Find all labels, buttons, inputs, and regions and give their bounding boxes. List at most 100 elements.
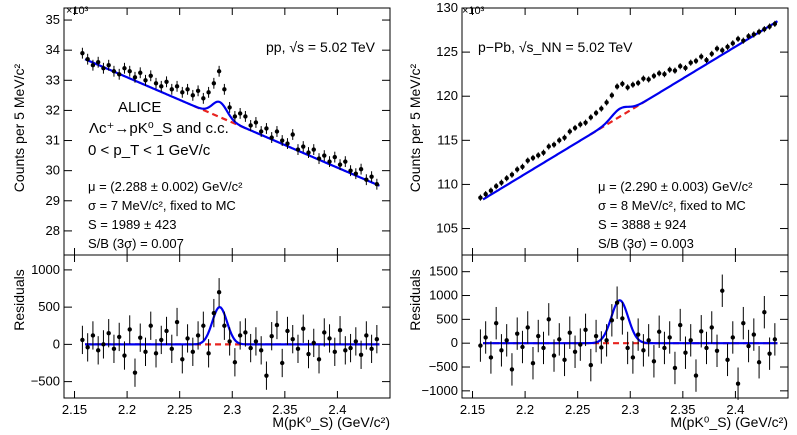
- pPb-residuals-data-point: [678, 322, 683, 328]
- pPb-top-data-point: [651, 73, 657, 79]
- pPb-residuals-data-point: [714, 348, 720, 354]
- pPb-x-axis-label: M(pK⁰_S) (GeV/c²): [670, 414, 788, 430]
- pPb-residuals-data-point: [588, 362, 594, 368]
- pp-top-data-point: [311, 147, 316, 152]
- pp-sigma: σ = 7 MeV/c², fixed to MC: [88, 198, 236, 213]
- pp-top-data-point: [164, 79, 169, 84]
- pp-residuals-x-tick-label: 2.3: [223, 402, 241, 417]
- pPb-top-total-fit: [482, 20, 779, 201]
- pp-residuals-data-point: [348, 345, 353, 351]
- pPb-residuals-data-point: [530, 361, 536, 366]
- pPb-residuals-x-tick-label: 2.15: [460, 402, 485, 417]
- pp-residuals-x-tick-label: 2.15: [62, 402, 87, 417]
- pp-residuals-data-point: [206, 351, 211, 356]
- pp-top-data-point: [201, 96, 206, 101]
- pPb-sb: S/B (3σ) = 0.003: [598, 236, 694, 251]
- pPb-top-data-point: [625, 85, 630, 90]
- pp-residuals-data-point: [80, 337, 85, 343]
- pPb-residuals-data-point: [562, 357, 567, 363]
- pp-residuals-data-point: [127, 327, 132, 332]
- pPb-residuals-data-point: [725, 357, 730, 363]
- pp-residuals-data-point: [353, 339, 359, 344]
- pPb-top-data-point: [756, 29, 762, 35]
- pp-residuals-data-point: [122, 353, 127, 358]
- pPb-residuals-data-point: [688, 338, 693, 343]
- pp-residuals-data-point: [159, 337, 164, 343]
- pPb-residuals-data-point: [693, 373, 699, 378]
- pPb-top-data-point: [678, 64, 683, 69]
- pp-top-data-point: [80, 50, 85, 56]
- pp-residuals-data-point: [90, 333, 96, 338]
- pPb-top-data-point: [656, 71, 662, 76]
- pPb-residuals-data-point: [656, 329, 662, 334]
- pPb-residuals-data-point: [583, 327, 588, 333]
- pp-sb: S/B (3σ) = 0.007: [88, 236, 184, 251]
- pp-top-data-point: [280, 138, 285, 143]
- pp-signal: S = 1989 ± 423: [88, 217, 176, 232]
- pp-residuals-data-point: [301, 326, 306, 331]
- pp-top-y-tick-label: 31: [46, 133, 60, 148]
- pp-top-data-point: [122, 66, 127, 71]
- pPb-residuals-data-point: [551, 353, 557, 358]
- pPb-residuals-data-point: [741, 320, 746, 326]
- pp-residuals-data-point: [237, 333, 243, 338]
- pp-residuals-data-point: [280, 360, 285, 366]
- pPb-top-data-point: [693, 58, 699, 64]
- pPb-signal: S = 3888 ± 924: [598, 217, 686, 232]
- pPb-top-data-point: [499, 180, 504, 185]
- pPb-residuals-data-point: [504, 338, 509, 343]
- pp-top-data-point: [95, 60, 101, 65]
- pPb-residuals-y-tick-label: 1500: [429, 264, 458, 279]
- pPb-residuals-data-point: [641, 348, 646, 353]
- pPb-top-data-point: [635, 80, 641, 86]
- pp-residuals-data-point: [295, 346, 301, 352]
- pp-top-data-point: [185, 87, 190, 92]
- pPb-residuals-data-point: [604, 338, 609, 343]
- pPb-top-data-point: [493, 183, 499, 189]
- pp-residuals-data-point: [190, 349, 196, 355]
- pPb-top-data-point: [704, 57, 709, 63]
- pp-residuals-data-point: [374, 336, 380, 342]
- pp-residuals-x-tick-label: 2.35: [272, 402, 297, 417]
- pPb-top-data-point: [546, 144, 551, 149]
- pPb-top-data-point: [599, 106, 604, 111]
- pp-top-data-point: [322, 153, 327, 158]
- pPb-top-data-point: [515, 167, 520, 172]
- pp-residuals-data-point: [148, 323, 153, 328]
- pPb-residuals-data-point: [630, 355, 636, 360]
- pPb-top-data-point: [662, 71, 667, 77]
- pp-residuals-y-tick-label: 500: [38, 299, 60, 314]
- pp-top-data-point: [169, 87, 174, 92]
- pp-top-data-point: [90, 63, 96, 68]
- pPb-residuals-data-point: [704, 345, 709, 351]
- pp-residuals-data-point: [322, 330, 327, 335]
- pPb-residuals-data-point: [578, 342, 583, 347]
- pp-top-data-point: [159, 84, 164, 89]
- pp-top-data-point: [369, 174, 374, 179]
- pp-residuals-panel: −500 0 500 1000 2.15 2.2 2.25 2.3 2.35 2.4: [31, 254, 391, 417]
- pp-residuals-data-point: [306, 351, 311, 357]
- pPb-top-data-point: [730, 41, 735, 46]
- pp-top-y-tick-label: 35: [46, 12, 60, 27]
- pPb-residuals-y-tick-label: 1000: [429, 288, 458, 303]
- pPb-top-data-point: [709, 51, 714, 57]
- pPb-top-y-tick-label: 120: [436, 88, 458, 103]
- pPb-residuals-data-point: [746, 343, 751, 349]
- pPb-y-multiplier: ×10³: [462, 5, 485, 17]
- pp-residuals-data-point: [248, 345, 253, 351]
- pPb-residuals-data-point: [572, 349, 578, 354]
- pp-top-data-point: [138, 70, 143, 75]
- pp-residuals-data-point: [311, 340, 316, 346]
- pp-residuals-data-point: [164, 328, 169, 334]
- pPb-residuals-data-point: [546, 317, 551, 322]
- pPb-residuals-data-point: [651, 359, 657, 364]
- pp-residuals-signal-fit: [85, 305, 380, 346]
- pp-top-data-point: [353, 171, 359, 176]
- pPb-residuals-data-point: [509, 367, 515, 372]
- pp-top-data-point: [374, 182, 380, 187]
- pPb-residuals-data-point: [720, 288, 725, 293]
- pPb-top-data-point: [562, 135, 567, 140]
- pp-top-data-point: [327, 159, 332, 164]
- pPb-top-data-point: [767, 24, 772, 29]
- pPb-top-data-point: [699, 54, 704, 59]
